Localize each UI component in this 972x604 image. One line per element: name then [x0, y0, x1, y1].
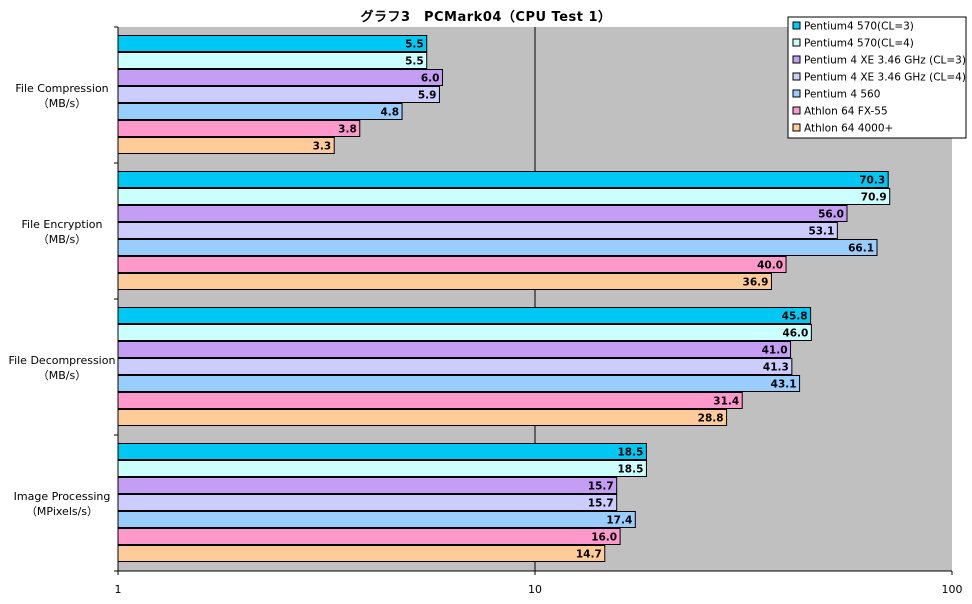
x-tick-label: 10 — [528, 583, 542, 596]
data-label: 14.7 — [576, 549, 602, 561]
legend-label: Athlon 64 4000+ — [804, 123, 893, 135]
bar — [117, 103, 403, 120]
category-label: Image Processing （MPixels/s） — [14, 490, 111, 518]
bar — [117, 273, 772, 290]
data-label: 45.8 — [782, 311, 808, 323]
category-label: File Compression （MB/s） — [15, 82, 108, 110]
data-label: 70.3 — [859, 175, 885, 187]
data-label: 46.0 — [782, 328, 808, 340]
bar — [117, 392, 743, 409]
legend-label: Pentium 4 560 — [804, 89, 880, 101]
bar — [117, 256, 787, 273]
category-labels: File Compression （MB/s） File Encryption （MB… — [9, 82, 116, 518]
category-label: File Encryption （MB/s） — [22, 218, 103, 246]
legend-box — [787, 16, 967, 139]
data-label: 53.1 — [808, 226, 834, 238]
data-label: 41.0 — [762, 345, 788, 357]
legend-swatch — [792, 72, 801, 81]
legend-swatch — [792, 38, 801, 47]
bar — [117, 188, 891, 205]
data-label: 18.5 — [617, 447, 643, 459]
data-label: 15.7 — [588, 481, 614, 493]
data-label: 36.9 — [743, 277, 769, 289]
data-label: 6.0 — [421, 73, 440, 85]
data-label: 66.1 — [848, 243, 874, 255]
bar — [117, 307, 812, 324]
bar — [117, 52, 428, 69]
bar — [117, 35, 428, 52]
bar — [117, 409, 728, 426]
legend-swatch — [792, 21, 801, 30]
data-label: 40.0 — [757, 260, 783, 272]
data-label: 31.4 — [713, 396, 739, 408]
legend: Pentium4 570(CL=3) Pentium4 570(CL=4) Pent… — [787, 16, 967, 139]
data-label: 3.3 — [313, 141, 332, 153]
legend-swatch — [792, 123, 801, 132]
category-label: File Decompression （MB/s） — [9, 354, 116, 382]
bar — [117, 545, 606, 562]
data-label: 5.9 — [418, 90, 437, 102]
bar — [117, 239, 878, 256]
x-tick-label: 100 — [942, 583, 963, 596]
data-label: 56.0 — [818, 209, 844, 221]
legend-label: Pentium4 570(CL=4) — [804, 38, 914, 50]
bar — [117, 494, 618, 511]
data-label: 16.0 — [591, 532, 617, 544]
legend-swatch — [792, 55, 801, 64]
bars: 5.5 5.5 6.0 5.9 4.8 3.8 3.3 70.3 70.9 56.0 53.1 66.… — [117, 35, 891, 562]
chart-title: グラフ3 PCMark04（CPU Test 1） — [360, 10, 612, 25]
bar — [117, 443, 647, 460]
data-label: 3.8 — [338, 124, 357, 136]
bar — [117, 511, 636, 528]
data-label: 5.5 — [405, 56, 424, 68]
bar — [117, 460, 647, 477]
legend-label: Pentium 4 XE 3.46 GHz (CL=4) — [804, 72, 966, 84]
data-label: 15.7 — [588, 498, 614, 510]
data-label: 70.9 — [861, 192, 887, 204]
bar — [117, 477, 618, 494]
bar — [117, 171, 889, 188]
legend-label: Athlon 64 FX-55 — [804, 106, 888, 118]
legend-label: Pentium 4 XE 3.46 GHz (CL=3) — [804, 55, 966, 67]
bar — [117, 222, 838, 239]
data-label: 28.8 — [698, 413, 724, 425]
bar — [117, 358, 793, 375]
bar — [117, 69, 443, 86]
bar — [117, 324, 812, 341]
bar — [117, 137, 335, 154]
bar — [117, 528, 621, 545]
data-label: 43.1 — [771, 379, 797, 391]
legend-swatch — [792, 89, 801, 98]
bar — [117, 341, 792, 358]
bar — [117, 120, 361, 137]
bar — [117, 375, 801, 392]
data-label: 5.5 — [405, 39, 424, 51]
data-label: 17.4 — [606, 515, 632, 527]
data-label: 4.8 — [380, 107, 399, 119]
data-label: 41.3 — [763, 362, 789, 374]
x-tick-label: 1 — [115, 583, 122, 596]
legend-label: Pentium4 570(CL=3) — [804, 21, 914, 33]
bar — [117, 205, 848, 222]
axes: 1 10 100 — [114, 26, 963, 596]
legend-swatch — [792, 106, 801, 115]
data-label: 18.5 — [617, 464, 643, 476]
bar — [117, 86, 440, 103]
